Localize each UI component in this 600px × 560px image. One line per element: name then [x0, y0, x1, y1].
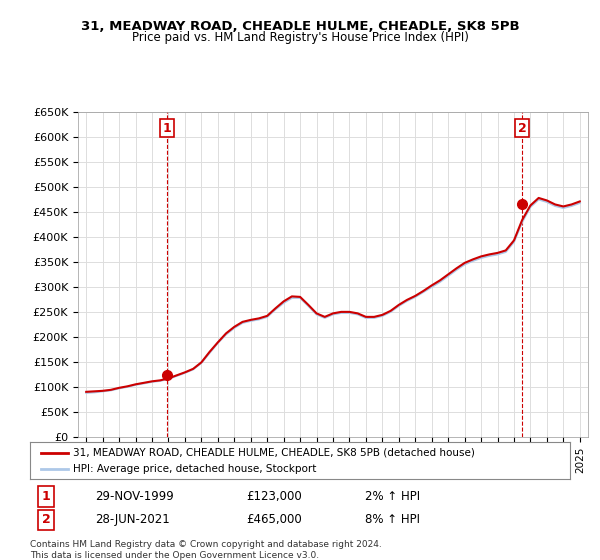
- Text: 2: 2: [518, 122, 526, 135]
- Text: Price paid vs. HM Land Registry's House Price Index (HPI): Price paid vs. HM Land Registry's House …: [131, 31, 469, 44]
- Text: 2: 2: [42, 514, 50, 526]
- Text: HPI: Average price, detached house, Stockport: HPI: Average price, detached house, Stoc…: [73, 464, 317, 474]
- Text: 28-JUN-2021: 28-JUN-2021: [95, 514, 170, 526]
- Text: 1: 1: [42, 490, 50, 503]
- Text: 29-NOV-1999: 29-NOV-1999: [95, 490, 173, 503]
- Text: 31, MEADWAY ROAD, CHEADLE HULME, CHEADLE, SK8 5PB: 31, MEADWAY ROAD, CHEADLE HULME, CHEADLE…: [80, 20, 520, 32]
- Text: 2% ↑ HPI: 2% ↑ HPI: [365, 490, 420, 503]
- Text: 1: 1: [163, 122, 172, 135]
- Text: Contains HM Land Registry data © Crown copyright and database right 2024.
This d: Contains HM Land Registry data © Crown c…: [30, 540, 382, 560]
- Text: 31, MEADWAY ROAD, CHEADLE HULME, CHEADLE, SK8 5PB (detached house): 31, MEADWAY ROAD, CHEADLE HULME, CHEADLE…: [73, 447, 475, 458]
- Text: £123,000: £123,000: [246, 490, 302, 503]
- Text: 8% ↑ HPI: 8% ↑ HPI: [365, 514, 420, 526]
- Text: £465,000: £465,000: [246, 514, 302, 526]
